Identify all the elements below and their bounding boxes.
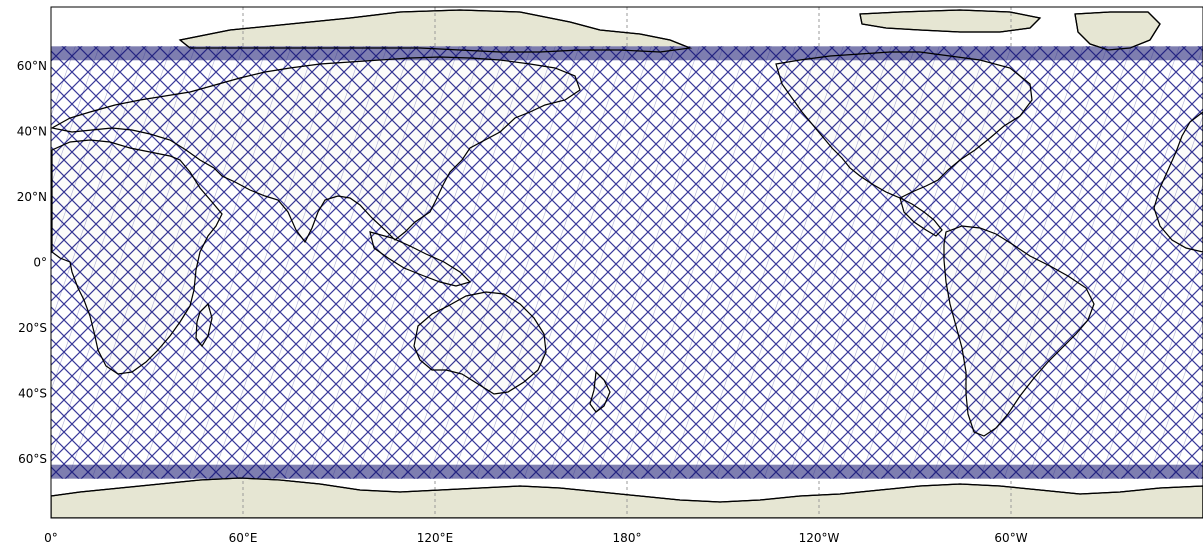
y-tick-label: 40°S xyxy=(18,387,47,401)
plot-area xyxy=(0,7,1203,518)
y-tick-label: 40°N xyxy=(17,124,47,138)
y-tick-label: 20°S xyxy=(18,321,47,335)
coverage-band xyxy=(0,46,1203,478)
land-arctic-islands xyxy=(860,10,1040,32)
y-tick-label: 0° xyxy=(33,256,47,270)
x-tick-label: 60°E xyxy=(229,531,258,545)
y-tick-label: 60°S xyxy=(18,452,47,466)
x-tick-label: 120°E xyxy=(417,531,454,545)
x-tick-label: 180° xyxy=(613,531,642,545)
y-tick-label: 60°N xyxy=(17,59,47,73)
y-tick-label: 20°N xyxy=(17,190,47,204)
x-tick-label: 0° xyxy=(44,531,58,545)
ground-track xyxy=(0,46,27,478)
x-tick-label: 120°W xyxy=(799,531,840,545)
x-tick-label: 60°W xyxy=(994,531,1027,545)
y-axis: 60°N 40°N 20°N 0° 20°S 40°S 60°S xyxy=(17,59,47,466)
x-axis: 0° 60°E 120°E 180° 120°W 60°W xyxy=(44,531,1028,545)
ground-track xyxy=(0,46,3,478)
coverage-mesh xyxy=(51,46,1203,478)
